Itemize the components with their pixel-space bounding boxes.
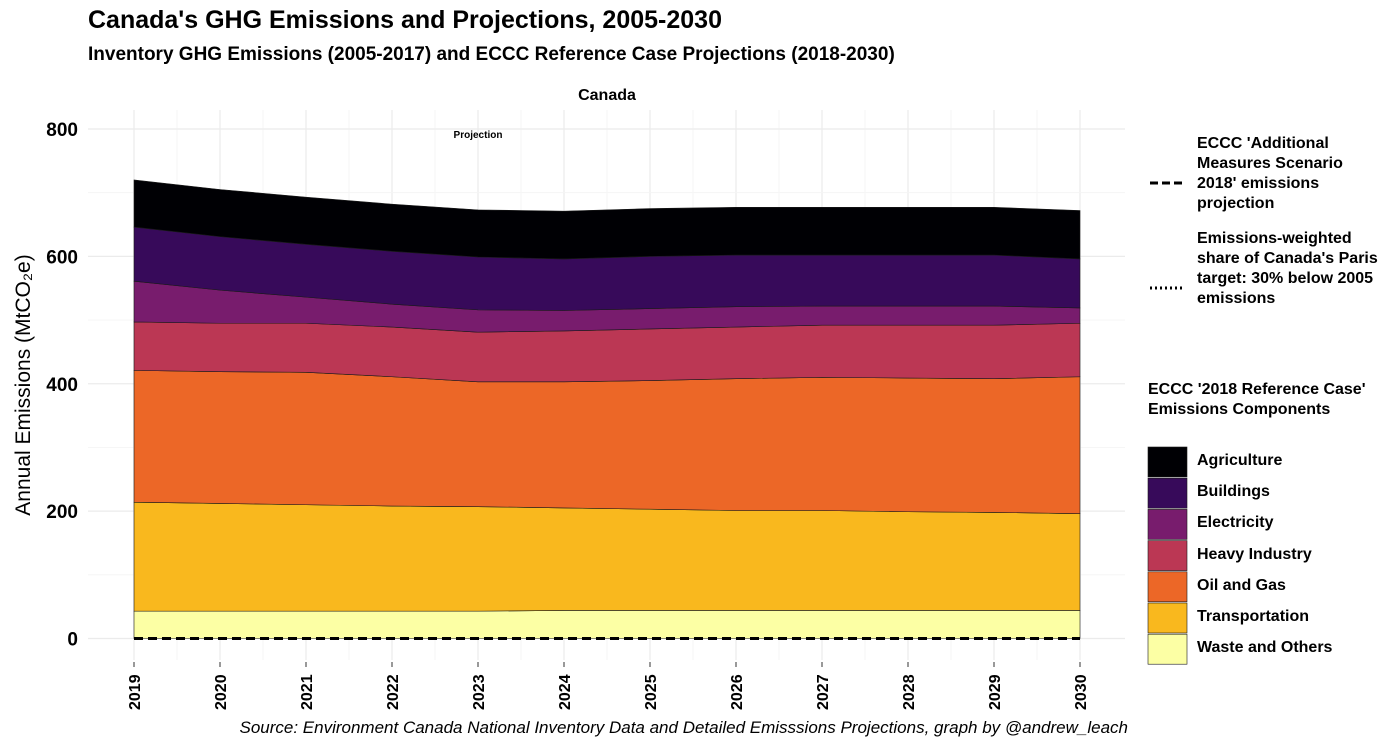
y-tick-label: 400 xyxy=(46,375,78,396)
x-tick-label: 2025 xyxy=(643,674,660,710)
legend-swatch-oil-and-gas xyxy=(1147,571,1188,603)
area-agriculture xyxy=(133,179,1081,260)
fill-legend-keys xyxy=(1147,446,1188,665)
x-tick-label: 2023 xyxy=(471,674,488,710)
fill-legend-title: ECCC '2018 Reference Case' Emissions Com… xyxy=(1148,381,1366,418)
legend-swatch-transportation xyxy=(1147,602,1188,634)
area-waste-and-others xyxy=(133,610,1081,639)
chart-title: Canada's GHG Emissions and Projections, … xyxy=(88,6,722,34)
x-tick-label: 2029 xyxy=(987,674,1004,710)
x-tick-label: 2022 xyxy=(385,674,402,710)
source-caption: Source: Environment Canada National Inve… xyxy=(239,718,1128,737)
x-tick-label: 2030 xyxy=(1073,674,1090,710)
y-tick-label: 600 xyxy=(46,247,78,268)
y-tick-label: 200 xyxy=(46,502,78,523)
legend-swatch-heavy-industry xyxy=(1147,540,1188,571)
y-tick-label: 800 xyxy=(46,120,78,141)
legend-label-electricity: Electricity xyxy=(1197,514,1274,532)
x-tick-label: 2026 xyxy=(729,674,746,710)
legend-label-additional-measures: ECCC 'Additional Measures Scenario 2018'… xyxy=(1197,135,1343,212)
legend-label-paris-target: Emissions-weighted share of Canada's Par… xyxy=(1197,230,1378,307)
legend-label-agriculture: Agriculture xyxy=(1197,452,1283,469)
x-tick-label: 2028 xyxy=(901,674,918,710)
legend-label-buildings: Buildings xyxy=(1197,483,1270,501)
x-tick-label: 2021 xyxy=(299,674,316,710)
area-oil-and-gas xyxy=(133,370,1081,514)
x-tick-label: 2019 xyxy=(127,674,144,710)
area-transportation xyxy=(133,501,1081,612)
chart-subtitle: Inventory GHG Emissions (2005-2017) and … xyxy=(88,44,895,65)
legend-swatch-electricity xyxy=(1147,509,1188,540)
line-legend-keys xyxy=(1150,181,1184,290)
y-axis: 0 200 400 600 800 xyxy=(46,120,78,651)
x-axis: 2019 2020 2021 2022 2023 2024 2025 2026 2027 2028… xyxy=(127,662,1090,710)
y-tick-label: 0 xyxy=(67,630,78,651)
x-tick-label: 2020 xyxy=(213,674,230,710)
legend-swatch-buildings xyxy=(1147,477,1188,509)
legend-label-oil-and-gas: Oil and Gas xyxy=(1197,576,1286,594)
facet-label: Canada xyxy=(578,87,636,104)
legend-label-heavy-industry: Heavy Industry xyxy=(1197,545,1312,563)
x-tick-label: 2027 xyxy=(815,674,832,710)
legend-swatch-agriculture xyxy=(1147,446,1188,478)
stacked-areas xyxy=(133,179,1081,639)
legend-swatch-waste-and-others xyxy=(1147,633,1188,665)
projection-annotation: Projection xyxy=(454,130,503,141)
y-axis-title: Annual Emissions (MtCO₂e) xyxy=(12,254,35,515)
legend-label-transportation: Transportation xyxy=(1197,608,1310,625)
legend-label-waste-and-others: Waste and Others xyxy=(1197,639,1333,657)
x-tick-label: 2024 xyxy=(557,674,574,710)
